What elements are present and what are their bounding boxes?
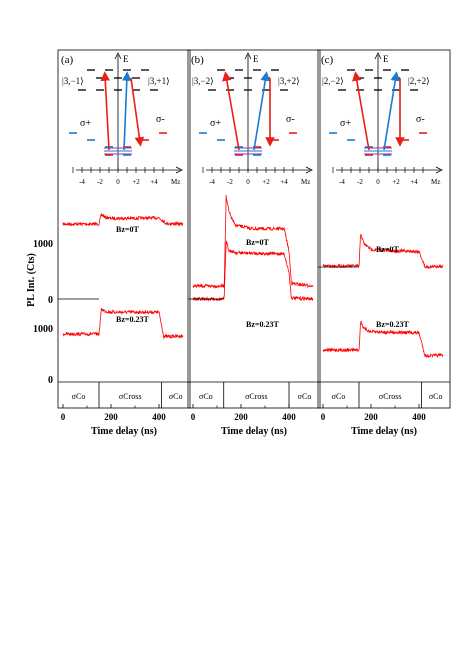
mz-tick-label: +2 [392,178,400,186]
ket-right: |3,+2⟩ [278,76,300,86]
ket-left: |3,−2⟩ [192,76,214,86]
sigma-plus-label: σ+ [80,118,91,129]
energy-label: E [383,54,389,64]
trace-bz023 [322,320,444,359]
x-axis-label: Time delay (ns) [221,426,287,437]
mz-tick-label: -4 [79,178,85,186]
sigma-plus-label: σ+ [340,118,351,129]
panel-c: (c) E -4 -2 0 +2 +4 Mz |2,−2⟩ |2,+2⟩ σ+ σ- Bz=0T Bz=0… [317,49,451,437]
energy-arrow-icon [244,52,252,60]
transition-arrow-blue-up [122,71,132,151]
curve-label-bz0: Bz=0T [376,245,399,254]
pol-mid: σCross [245,392,268,401]
x-axis-label: Time delay (ns) [91,426,157,437]
pol-mid: σCross [119,392,142,401]
mz-tick-label: 0 [116,178,120,186]
x-tick-label: 200 [104,412,118,422]
pol-left: σCo [72,392,86,401]
mz-tick-label: +2 [132,178,140,186]
pol-left: σCo [199,392,213,401]
y-tick-lower-0: 0 [48,375,53,386]
mz-tick-label: +4 [410,178,418,186]
sigma-minus-label: σ- [286,114,295,125]
mz-arrow-icon [435,166,443,174]
mz-label: Mz [171,178,180,186]
panel-frame [187,49,321,409]
energy-label: E [253,54,259,64]
y-axis-label: PL Int. (Cts) [26,253,37,307]
mz-tick-label: 0 [376,178,380,186]
mz-tick-label: -4 [209,178,215,186]
ket-left: |3,−1⟩ [62,76,84,86]
x-axis-label: Time delay (ns) [351,426,417,437]
x-tick-label: 400 [412,412,426,422]
pol-mid: σCross [379,392,402,401]
mz-tick-label: +2 [262,178,270,186]
transition-arrow-red-up [222,71,240,151]
pol-right: σCo [298,392,312,401]
sigma-minus-label: σ- [156,114,165,125]
x-tick-label: 0 [61,412,66,422]
ket-right: |2,+2⟩ [408,76,430,86]
transition-arrow-blue-up [383,71,400,151]
transition-arrow-blue-up [253,71,270,151]
mz-label: Mz [431,178,440,186]
panel-letter: (a) [61,54,74,66]
curve-label-bz0: Bz=0T [246,238,269,247]
trace-bz023 [192,240,314,302]
trace-bz0 [322,233,444,270]
y-tick-lower-1000: 1000 [33,324,53,335]
mz-arrow-icon [175,166,183,174]
panel-letter: (c) [321,54,334,66]
panel-a: (a) E -4 -2 0 +2 +4 Mz |3,−1⟩ |3,+1⟩ σ+ σ- Bz=0T Bz=0… [57,49,191,437]
mz-tick-label: -2 [97,178,103,186]
ket-right: |3,+1⟩ [148,76,170,86]
mz-tick-label: -2 [227,178,233,186]
energy-label: E [123,54,129,64]
curve-label-bz023: Bz=0.23T [246,320,279,329]
trace-bz0 [192,195,314,289]
transition-arrow-red-up [352,71,370,151]
pol-right: σCo [429,392,443,401]
transition-arrow-red-up [100,71,111,151]
panel-b: (b) E -4 -2 0 +2 +4 Mz |3,−2⟩ |3,+2⟩ σ+ σ- Bz=0T Bz=0… [187,49,321,437]
curve-label-bz023: Bz=0.23T [376,320,409,329]
sigma-minus-label: σ- [416,114,425,125]
mz-tick-label: -4 [339,178,345,186]
x-tick-label: 0 [321,412,326,422]
curve-label-bz0: Bz=0T [116,225,139,234]
panel-frame [317,49,451,409]
transition-arrow-red-down [130,77,145,147]
x-tick-label: 400 [282,412,296,422]
mz-tick-label: +4 [150,178,158,186]
mz-label: Mz [301,178,310,186]
energy-arrow-icon [374,52,382,60]
x-tick-label: 400 [152,412,166,422]
mz-tick-label: 0 [246,178,250,186]
energy-arrow-icon [114,52,122,60]
ket-left: |2,−2⟩ [322,76,344,86]
y-tick-upper-1000: 1000 [33,239,53,250]
curve-label-bz023: Bz=0.23T [116,315,149,324]
sigma-plus-label: σ+ [210,118,221,129]
x-tick-label: 0 [191,412,196,422]
mz-tick-label: +4 [280,178,288,186]
mz-tick-label: -2 [357,178,363,186]
trace-bz0 [62,213,184,227]
mz-arrow-icon [305,166,313,174]
panel-letter: (b) [191,54,204,66]
pol-left: σCo [332,392,346,401]
panel-frame [57,49,191,409]
trace-bz023 [62,308,184,340]
pol-right: σCo [169,392,183,401]
y-tick-upper-0: 0 [48,295,53,306]
x-tick-label: 200 [364,412,378,422]
x-tick-label: 200 [234,412,248,422]
